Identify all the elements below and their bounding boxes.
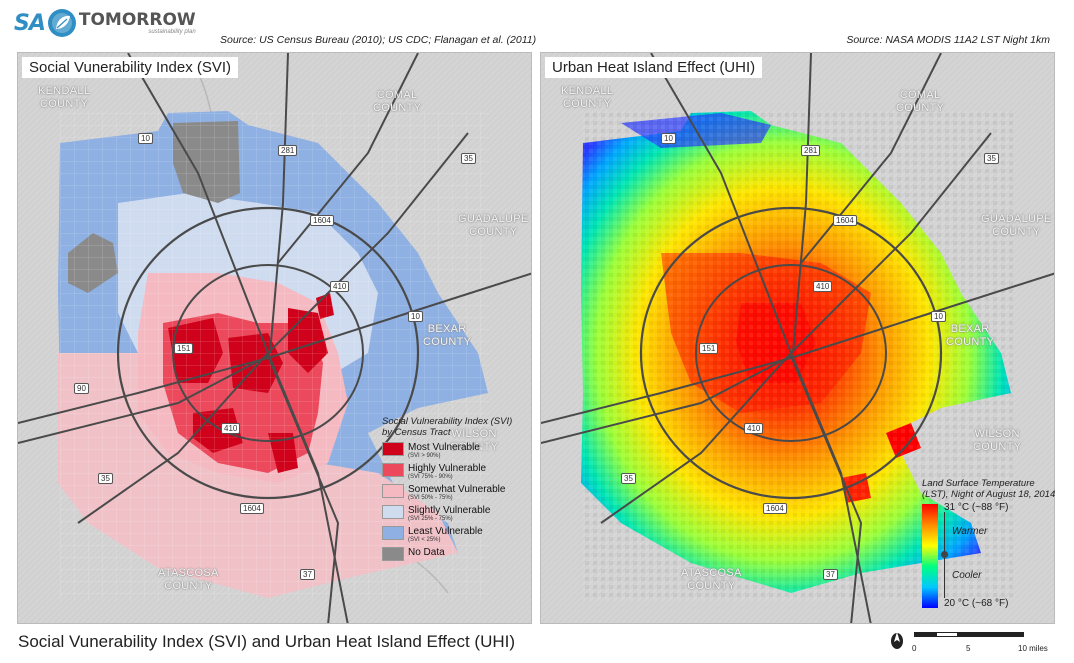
road-network: [541, 53, 1054, 623]
loop-1604-label: 1604: [240, 503, 264, 514]
legend-sub: (SVI > 90%): [408, 453, 441, 459]
kendall-county-label: KENDALL COUNTY: [561, 85, 614, 110]
sa-tomorrow-logo: SA TOMORROW sustainability plan: [14, 6, 196, 40]
legend-label: Highly Vulnerable: [408, 463, 487, 474]
legend-sub: (SVI 50% - 75%): [408, 495, 453, 501]
interstate-10-shield: 10: [931, 311, 946, 322]
uhi-map-panel: Urban Heat Island Effect (UHI) KENDALL CO…: [540, 52, 1055, 624]
legend-item-slightly: Slightly Vulnerable (SVI 25% - 75%): [382, 505, 522, 523]
logo-sa-text: SA: [14, 10, 46, 36]
legend-swatch: [382, 505, 404, 519]
route-151-label: 151: [699, 343, 719, 354]
guadalupe-county-label: GUADALUPE COUNTY: [458, 213, 529, 238]
legend-swatch: [382, 526, 404, 540]
scale-zero-label: 0: [912, 644, 917, 653]
legend-item-highly: Highly Vulnerable (SVI 75% - 90%): [382, 463, 522, 481]
legend-item-most: Most Vulnerable (SVI > 90%): [382, 442, 522, 460]
atascosa-county-label: ATASCOSA COUNTY: [681, 567, 742, 592]
loop-410-label: 410: [813, 281, 833, 292]
legend-label: No Data: [408, 547, 445, 558]
legend-item-somewhat: Somewhat Vulnerable (SVI 50% - 75%): [382, 484, 522, 502]
loop-1604-label: 1604: [763, 503, 787, 514]
svi-map-panel: Social Vunerability Index (SVI) KENDALL C…: [17, 52, 532, 624]
interstate-10-shield: 10: [661, 133, 676, 144]
scale-ten-label: 10 miles: [1018, 644, 1048, 653]
legend-item-least: Least Vulnerable (SVI < 25%): [382, 526, 522, 544]
loop-1604-label: 1604: [833, 215, 857, 226]
svi-map-canvas: [18, 53, 531, 623]
interstate-35-shield: 35: [98, 473, 113, 484]
uhi-legend-title: Land Surface Temperature (LST), Night of…: [922, 478, 1056, 500]
loop-410-label: 410: [744, 423, 764, 434]
svi-legend: Social Vulnerability Index (SVI) by Cens…: [382, 416, 522, 564]
color-ramp-bar: [922, 504, 938, 608]
legend-label: Somewhat Vulnerable: [408, 484, 506, 495]
ramp-cooler-label: Cooler: [952, 570, 982, 581]
svi-legend-title: Social Vulnerability Index (SVI) by Cens…: [382, 416, 513, 438]
svi-panel-title: Social Vunerability Index (SVI): [22, 57, 239, 78]
logo-tagline: sustainability plan: [148, 29, 196, 35]
wilson-county-label: WILSON COUNTY: [973, 428, 1022, 453]
road-network: [18, 53, 531, 623]
interstate-37-shield: 37: [823, 569, 838, 580]
legend-label: Least Vulnerable: [408, 526, 483, 537]
us-90-label: 90: [74, 383, 89, 394]
left-source-note: Source: US Census Bureau (2010); US CDC;…: [220, 34, 537, 46]
uhi-legend: Land Surface Temperature (LST), Night of…: [922, 478, 1062, 610]
wilson-county-label: WILSON COUNTY: [450, 428, 499, 453]
interstate-10-shield: 10: [408, 311, 423, 322]
loop-1604-label: 1604: [310, 215, 334, 226]
interstate-10-shield: 10: [138, 133, 153, 144]
interstate-37-shield: 37: [300, 569, 315, 580]
legend-sub: (SVI 75% - 90%): [408, 474, 453, 480]
legend-swatch: [382, 547, 404, 561]
route-151-label: 151: [174, 343, 194, 354]
right-source-note: Source: NASA MODIS 11A2 LST Night 1km: [846, 34, 1050, 46]
legend-label: Most Vulnerable: [408, 442, 480, 453]
uhi-map-canvas: [541, 53, 1054, 623]
bexar-county-label: BEXAR COUNTY: [946, 323, 995, 348]
legend-swatch: [382, 484, 404, 498]
north-arrow-icon: [891, 632, 903, 649]
ramp-high-label: 31 °C (~88 °F): [944, 502, 1009, 513]
ramp-warmer-label: Warmer: [952, 526, 988, 537]
atascosa-county-label: ATASCOSA COUNTY: [158, 567, 219, 592]
loop-410-label: 410: [221, 423, 241, 434]
globe-leaf-icon: [47, 9, 76, 37]
legend-label: Slightly Vulnerable: [408, 505, 491, 516]
scale-bar: [914, 632, 1024, 638]
kendall-county-label: KENDALL COUNTY: [38, 85, 91, 110]
bexar-county-label: BEXAR COUNTY: [423, 323, 472, 348]
interstate-35-shield: 35: [621, 473, 636, 484]
loop-410-label: 410: [330, 281, 350, 292]
interstate-35-shield: 35: [461, 153, 476, 164]
legend-sub: (SVI < 25%): [408, 537, 441, 543]
ramp-low-label: 20 °C (~68 °F): [944, 598, 1009, 609]
comal-county-label: COMAL COUNTY: [373, 89, 422, 114]
ramp-midpoint-dot: [941, 551, 948, 558]
figure-title: Social Vunerability Index (SVI) and Urba…: [18, 632, 516, 651]
legend-sub: (SVI 25% - 75%): [408, 516, 453, 522]
temperature-ramp: 31 °C (~88 °F) Warmer Cooler 20 °C (~68 …: [922, 502, 1062, 610]
guadalupe-county-label: GUADALUPE COUNTY: [981, 213, 1052, 238]
legend-swatch: [382, 442, 404, 456]
us-281-label: 281: [278, 145, 298, 156]
uhi-panel-title: Urban Heat Island Effect (UHI): [545, 57, 763, 78]
legend-swatch: [382, 463, 404, 477]
us-281-label: 281: [801, 145, 821, 156]
logo-tomorrow-text: TOMORROW: [78, 10, 196, 30]
legend-item-nodata: No Data: [382, 547, 522, 561]
scale-five-label: 5: [966, 644, 971, 653]
interstate-35-shield: 35: [984, 153, 999, 164]
comal-county-label: COMAL COUNTY: [896, 89, 945, 114]
